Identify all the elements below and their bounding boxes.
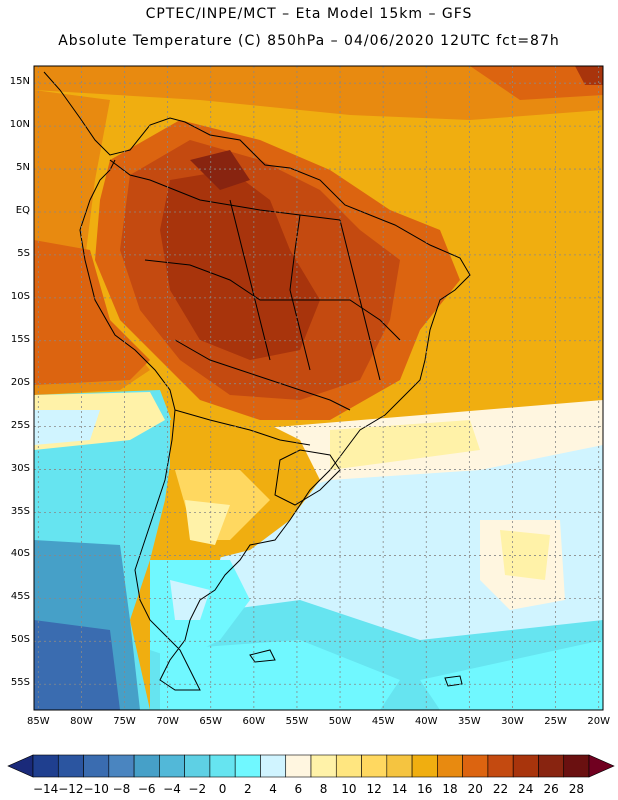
longitude-label: 60W [242, 716, 266, 727]
longitude-label: 35W [458, 716, 481, 727]
longitude-label: 30W [501, 716, 524, 727]
longitude-label: 20W [587, 716, 610, 727]
colorbar-swatch [159, 754, 185, 778]
longitude-label: 75W [113, 716, 136, 727]
longitude-label: 40W [414, 716, 438, 727]
map-subtitle: Absolute Temperature (C) 850hPa – 04/06/… [58, 33, 560, 49]
latitude-label: 10N [9, 119, 30, 131]
colorbar-under-arrow [7, 754, 34, 778]
colorbar [7, 754, 615, 778]
colorbar-tick-label: 2 [243, 782, 252, 796]
longitude-label: 65W [199, 716, 223, 727]
colorbar-tick-label: 28 [568, 782, 584, 796]
map-title: CPTEC/INPE/MCT – Eta Model 15km – GFS [145, 6, 473, 22]
colorbar-swatch [462, 754, 489, 778]
colorbar-over-arrow [588, 754, 615, 778]
colorbar-swatch [57, 754, 84, 778]
colorbar-swatch [234, 754, 261, 778]
latitude-label: 25S [10, 419, 30, 431]
latitude-label: EQ [15, 204, 30, 216]
colorbar-swatch [32, 754, 59, 778]
colorbar-tick-label: 10 [341, 782, 357, 796]
latitude-label: 15S [10, 333, 30, 345]
colorbar-swatch [487, 754, 514, 778]
latitude-label: 20S [10, 376, 30, 388]
longitude-label: 25W [544, 716, 567, 727]
colorbar-swatch [285, 754, 312, 778]
latitude-label: 5S [17, 247, 30, 259]
latitude-label: 45S [10, 591, 30, 603]
colorbar-tick-label: 12 [366, 782, 382, 796]
colorbar-tick-label: 18 [442, 782, 458, 796]
graticule [34, 66, 603, 710]
colorbar-swatch [437, 754, 463, 778]
longitude-label: 55W [285, 716, 309, 727]
colorbar-swatch [310, 754, 337, 778]
longitude-label: 45W [371, 716, 395, 727]
colorbar-tick-label: −4 [163, 782, 181, 796]
colorbar-swatch [209, 754, 236, 778]
colorbar-tick-label: −12 [58, 782, 84, 796]
colorbar-tick-label: −10 [83, 782, 109, 796]
colorbar-tick-label: 8 [319, 782, 328, 796]
colorbar-swatch [108, 754, 135, 778]
colorbar-swatch [184, 754, 211, 778]
longitude-label: 50W [328, 716, 352, 727]
colorbar-tick-label: 22 [492, 782, 509, 796]
longitude-label: 70W [156, 716, 179, 727]
latitude-label: 50S [10, 634, 30, 646]
colorbar-swatch [83, 754, 110, 778]
colorbar-swatch [361, 754, 388, 778]
colorbar-tick-label: 20 [467, 782, 483, 796]
colorbar-tick-label: 6 [294, 782, 303, 796]
colorbar-tick-label: 26 [543, 782, 559, 796]
colorbar-swatch [411, 754, 438, 778]
colorbar-tick-label: −8 [112, 782, 131, 796]
latitude-label: 15N [9, 76, 30, 88]
colorbar-tick-label: 0 [218, 782, 227, 796]
temperature-field [34, 66, 603, 710]
colorbar-tick-label: −2 [188, 782, 207, 796]
colorbar-swatch [538, 754, 565, 778]
colorbar-tick-label: 16 [417, 782, 433, 796]
colorbar-tick-label: 14 [391, 782, 408, 796]
colorbar-swatch [335, 754, 362, 778]
latitude-label: 35S [10, 505, 30, 517]
longitude-label: 85W [26, 716, 50, 727]
colorbar-tick-label: 4 [269, 782, 277, 796]
latitude-label: 10S [10, 290, 30, 302]
colorbar-swatch [512, 754, 539, 778]
colorbar-swatch [260, 754, 287, 778]
colorbar-swatch [386, 754, 413, 778]
latitude-label: 40S [10, 548, 30, 560]
map-frame [33, 65, 604, 711]
latitude-label: 30S [10, 462, 30, 474]
colorbar-tick-label: −6 [137, 782, 156, 796]
colorbar-tick-label: 24 [518, 782, 534, 796]
latitude-label: 55S [10, 677, 30, 689]
colorbar-swatch [133, 754, 160, 778]
colorbar-swatch [563, 754, 590, 778]
colorbar-tick-label: −14 [32, 782, 59, 796]
coastlines [43, 71, 471, 691]
longitude-label: 80W [70, 716, 93, 727]
latitude-label: 5N [16, 162, 30, 174]
